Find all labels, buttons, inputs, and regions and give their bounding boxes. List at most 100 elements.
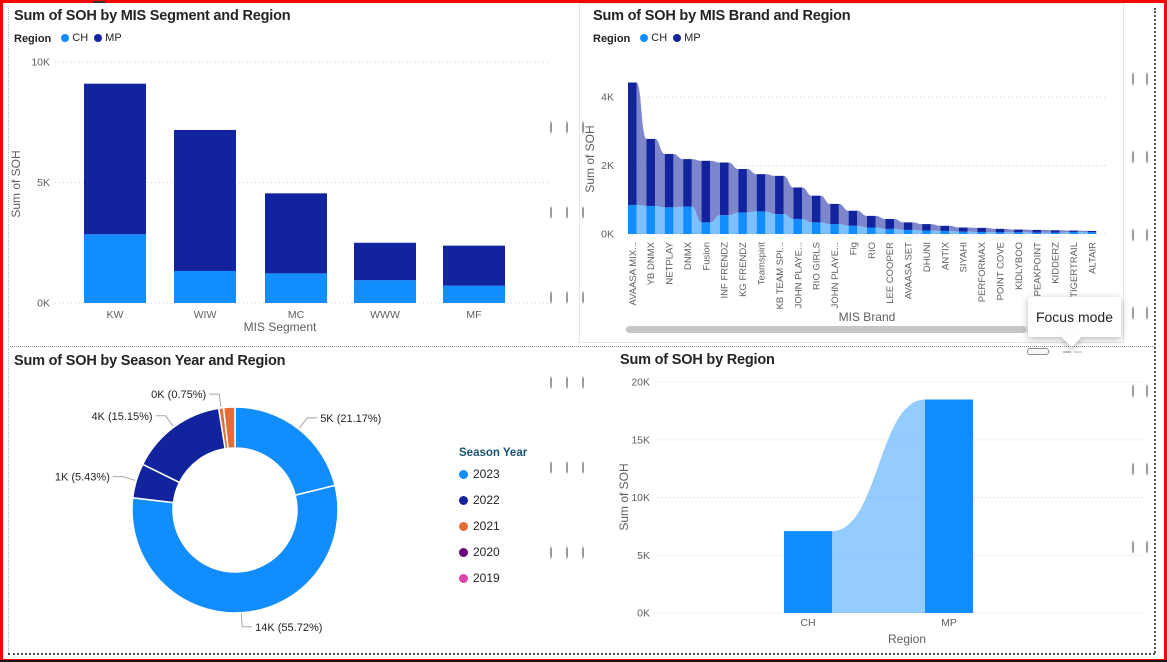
bar-DHUNI-MP[interactable] (922, 224, 931, 231)
bar-CH[interactable] (784, 531, 832, 613)
ribbon-CH (1022, 232, 1033, 234)
bar-Teamspirit-CH[interactable] (756, 211, 766, 234)
bar-JOHN PLAYE...-MP[interactable] (830, 203, 839, 225)
x-category-label: Teamspirit (756, 242, 767, 286)
season-donut-chart: 5K (21.17%) 14K (55.72%) 1K (5.43%) 4K (15.… (55, 389, 382, 634)
bar-INF FRENDZ-MP[interactable] (719, 162, 729, 216)
ribbon-MP (985, 227, 996, 233)
bar-KG FRENDZ-CH[interactable] (738, 212, 747, 234)
bar-WIW-CH[interactable] (174, 270, 236, 303)
bar-MC-MP[interactable] (265, 193, 327, 274)
bar-JOHN PLAYE...-MP[interactable] (793, 187, 803, 219)
x-axis-title: MIS Segment (244, 320, 317, 334)
x-category-label: KIDLYBOO (1014, 242, 1025, 290)
bar-WWW-CH[interactable] (354, 280, 416, 303)
bar-PEAKPOINT-CH[interactable] (1032, 232, 1042, 234)
bar-NETPLAY-CH[interactable] (664, 207, 674, 234)
bar-POINT COVE-MP[interactable] (995, 228, 1005, 233)
bar-LEE COOPER-MP[interactable] (885, 218, 894, 229)
bar-SIYAHI-CH[interactable] (958, 231, 968, 234)
legend-item-2020[interactable]: 2020 (459, 545, 531, 559)
legend-item-2019[interactable]: 2019 (459, 571, 531, 585)
bar-LEE COOPER-CH[interactable] (885, 228, 894, 234)
donut-data-label: 14K (55.72%) (255, 622, 322, 634)
ribbon-MP (930, 224, 941, 231)
bar-KB TEAM SPI...-MP[interactable] (775, 175, 784, 215)
x-category-label: DHUNI (922, 242, 933, 272)
bar-RIO-CH[interactable] (867, 227, 876, 234)
ribbon-MP (691, 159, 702, 223)
bar-JOHN PLAYE...-CH[interactable] (793, 218, 803, 234)
bar-PERFORMAX-CH[interactable] (977, 231, 986, 234)
legend-item-MP[interactable]: MP (94, 32, 122, 44)
bar-ANTIX-MP[interactable] (940, 225, 950, 231)
bar-YB DNMX-MP[interactable] (646, 138, 655, 206)
bar-RIO GIRLS-CH[interactable] (811, 222, 821, 234)
bar-MF-MP[interactable] (443, 245, 505, 286)
bar-KW-CH[interactable] (84, 234, 146, 303)
bar-PEAKPOINT-MP[interactable] (1032, 229, 1042, 233)
donut-slice-small[interactable] (222, 406, 236, 450)
bar-KIDLYBOO-MP[interactable] (1014, 229, 1023, 233)
legend-item-2022[interactable]: 2022 (459, 493, 531, 507)
bar-AVAASA MIX...-CH[interactable] (628, 204, 637, 234)
bar-Teamspirit-MP[interactable] (756, 174, 766, 212)
bar-NETPLAY-MP[interactable] (664, 153, 674, 208)
bar-DHUNI-CH[interactable] (922, 230, 931, 234)
label-leader-line (298, 417, 318, 429)
bar-TIGERTRAIL-CH[interactable] (1069, 231, 1078, 234)
legend-item-CH[interactable]: CH (61, 32, 88, 44)
bar-JOHN PLAYE...-CH[interactable] (830, 224, 839, 234)
bar-PERFORMAX-MP[interactable] (977, 227, 986, 232)
bar-MF-CH[interactable] (443, 285, 505, 303)
more-options-icon[interactable] (1063, 351, 1071, 353)
bar-TIGERTRAIL-MP[interactable] (1069, 230, 1078, 232)
y-tick-label: 4K (601, 92, 614, 104)
focus-mode-tooltip: Focus mode (1028, 297, 1121, 348)
bar-KG FRENDZ-MP[interactable] (738, 169, 747, 213)
focus-mode-icon[interactable] (1027, 348, 1049, 355)
ribbon-CH (820, 222, 831, 234)
bar-WWW-MP[interactable] (354, 242, 416, 281)
more-options-icon[interactable] (1074, 351, 1082, 353)
bar-RIO GIRLS-MP[interactable] (811, 195, 821, 223)
legend-color-dot (459, 521, 468, 531)
bar-MC-CH[interactable] (265, 273, 327, 303)
bar-Fusion-MP[interactable] (701, 160, 711, 223)
bar-SIYAHI-MP[interactable] (958, 227, 968, 232)
legend-item-MP[interactable]: MP (673, 32, 701, 44)
brand-chart-scrollbar-thumb[interactable] (626, 326, 1026, 333)
bar-KIDDERZ-MP[interactable] (1050, 230, 1060, 233)
bar-AVAASA MIX...-MP[interactable] (628, 82, 637, 205)
bar-Fig-MP[interactable] (848, 210, 858, 226)
bar-AVAASA SET-MP[interactable] (903, 222, 913, 230)
bar-RIO-MP[interactable] (867, 215, 876, 228)
bar-ALTAIR-MP[interactable] (1087, 230, 1097, 233)
donut-slice-14K (55.72%)[interactable] (131, 484, 339, 614)
legend-item-2023[interactable]: 2023 (459, 467, 531, 481)
bar-DNMX-MP[interactable] (683, 159, 692, 207)
segment-chart-tile: Sum of SOH by MIS Segment and Region Reg… (8, 4, 560, 345)
x-category-label: CH (800, 617, 815, 629)
bar-KIDLYBOO-CH[interactable] (1014, 232, 1023, 234)
bar-POINT COVE-CH[interactable] (995, 232, 1005, 234)
legend-color-dot (640, 34, 649, 42)
bar-KIDDERZ-CH[interactable] (1050, 232, 1060, 234)
legend-item-CH[interactable]: CH (640, 32, 667, 44)
bar-MP[interactable] (925, 399, 973, 613)
bar-Fig-CH[interactable] (848, 225, 858, 234)
bar-KW-MP[interactable] (84, 83, 146, 235)
bar-YB DNMX-CH[interactable] (646, 205, 655, 234)
bar-ALTAIR-CH[interactable] (1087, 232, 1097, 234)
bar-AVAASA SET-CH[interactable] (903, 229, 913, 234)
bar-Fusion-CH[interactable] (701, 222, 711, 234)
bar-WIW-MP[interactable] (174, 129, 236, 271)
bar-KB TEAM SPI...-CH[interactable] (775, 214, 784, 234)
x-category-label: MP (941, 617, 957, 629)
ribbon-CH (654, 205, 665, 234)
bar-INF FRENDZ-CH[interactable] (719, 215, 729, 234)
bar-ANTIX-CH[interactable] (940, 230, 950, 234)
legend-item-2021[interactable]: 2021 (459, 519, 531, 533)
bar-DNMX-CH[interactable] (683, 206, 692, 234)
y-tick-label: 0K (601, 229, 614, 241)
